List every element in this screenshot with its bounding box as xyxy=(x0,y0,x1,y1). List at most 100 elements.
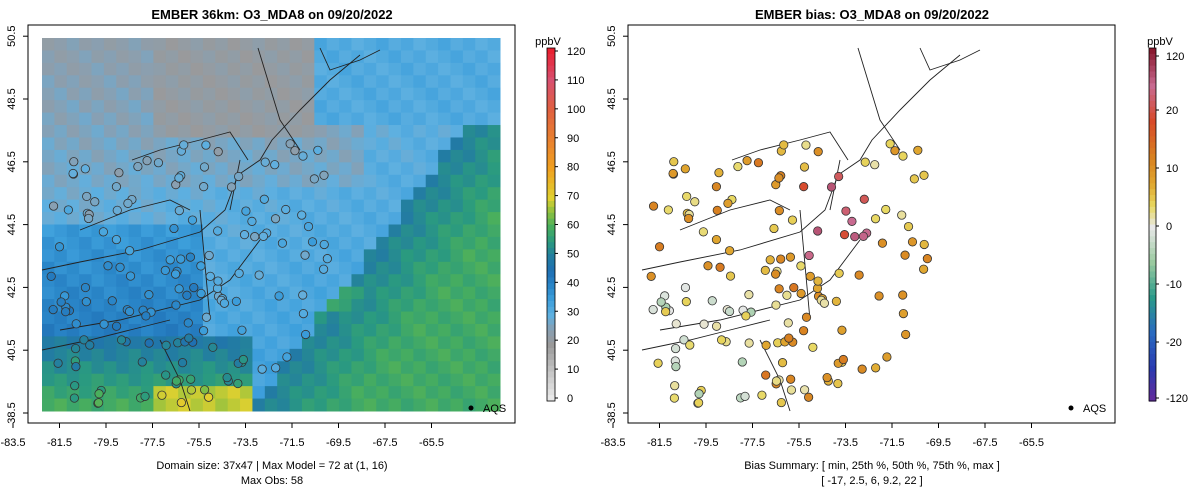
station-marker xyxy=(822,372,832,383)
heatmap-cell xyxy=(66,50,80,64)
heatmap-cell xyxy=(42,323,55,337)
heatmap-cell xyxy=(314,125,328,138)
heatmap-cell xyxy=(264,398,278,412)
heatmap-cell xyxy=(240,249,253,263)
station-marker xyxy=(219,298,230,308)
colorbar-segment xyxy=(547,218,555,226)
colorbar-tick-label: 10 xyxy=(1166,163,1178,175)
station-marker xyxy=(741,311,751,321)
station-marker xyxy=(913,145,923,155)
heatmap-cell xyxy=(351,62,365,76)
heatmap-cell xyxy=(351,323,365,337)
heatmap-cell xyxy=(289,299,303,313)
right-map-stations xyxy=(641,47,981,412)
colorbar-tick-label: 100 xyxy=(567,104,585,116)
heatmap-cell xyxy=(202,149,216,163)
heatmap-cell xyxy=(363,112,377,126)
heatmap-cell xyxy=(252,398,266,412)
heatmap-cell xyxy=(277,224,291,238)
heatmap-cell xyxy=(339,137,352,151)
station-marker xyxy=(787,215,798,225)
heatmap-cell xyxy=(314,348,328,362)
station-marker xyxy=(725,246,735,256)
heatmap-cell xyxy=(326,149,340,163)
station-marker xyxy=(157,390,167,400)
station-marker xyxy=(668,168,678,179)
heatmap-cell xyxy=(314,299,328,313)
station-marker xyxy=(186,374,196,384)
heatmap-cell xyxy=(363,249,377,263)
station-marker xyxy=(301,329,311,340)
heatmap-cell xyxy=(66,236,80,250)
colorbar-tick-label: 10 xyxy=(567,364,579,376)
heatmap-cell xyxy=(450,212,464,225)
heatmap-cell xyxy=(153,311,167,325)
x-tick-label: -71.5 xyxy=(279,437,304,449)
station-marker xyxy=(648,201,659,211)
heatmap-cell xyxy=(388,174,402,188)
station-marker xyxy=(84,213,94,224)
heatmap-cell xyxy=(54,187,68,201)
colorbar-segment xyxy=(547,324,555,331)
heatmap-cell xyxy=(462,50,476,64)
station-marker xyxy=(271,363,281,373)
heatmap-cell xyxy=(339,224,352,238)
station-marker xyxy=(274,291,284,301)
heatmap-cell xyxy=(128,348,142,362)
heatmap-cell xyxy=(116,348,130,362)
station-marker xyxy=(671,361,681,372)
heatmap-cell xyxy=(376,249,390,263)
heatmap-cell xyxy=(141,174,154,188)
heatmap-cell xyxy=(425,149,439,163)
heatmap-cell xyxy=(202,224,216,238)
heatmap-cell xyxy=(116,50,130,64)
heatmap-cell xyxy=(103,137,117,151)
heatmap-cell xyxy=(475,100,489,114)
heatmap-cell xyxy=(116,112,130,126)
heatmap-cell xyxy=(400,174,414,188)
heatmap-cell xyxy=(42,386,55,400)
heatmap-cell xyxy=(277,162,291,176)
heatmap-cell xyxy=(91,149,105,163)
heatmap-cell xyxy=(227,323,241,337)
heatmap-cell xyxy=(363,187,377,201)
heatmap-cell xyxy=(376,361,390,375)
colorbar-segment xyxy=(1149,383,1156,390)
heatmap-cell xyxy=(487,162,501,176)
heatmap-cell xyxy=(425,299,439,313)
colorbar-tick-label: 80 xyxy=(567,162,579,174)
heatmap-cell xyxy=(326,386,340,400)
station-marker xyxy=(233,378,243,389)
station-marker xyxy=(799,162,810,172)
heatmap-cell xyxy=(202,373,216,387)
heatmap-cell xyxy=(326,199,340,213)
heatmap-cell xyxy=(128,373,142,387)
colorbar-segment xyxy=(547,148,555,155)
heatmap-cell xyxy=(413,311,427,325)
heatmap-cell xyxy=(289,261,303,275)
heatmap-cell xyxy=(363,199,377,213)
station-marker xyxy=(703,261,713,271)
heatmap-cell xyxy=(153,286,167,300)
heatmap-cell xyxy=(388,224,402,238)
station-marker xyxy=(898,308,909,319)
heatmap-cell xyxy=(103,386,117,400)
heatmap-cell xyxy=(326,162,340,176)
heatmap-cell xyxy=(277,398,291,412)
station-marker xyxy=(798,326,809,336)
station-marker xyxy=(882,352,892,362)
station-marker xyxy=(153,158,164,168)
heatmap-cell xyxy=(215,38,229,51)
heatmap-cell xyxy=(413,100,427,114)
heatmap-cell xyxy=(128,323,142,337)
heatmap-cell xyxy=(289,361,303,375)
heatmap-cell xyxy=(487,398,501,412)
station-marker xyxy=(169,223,179,234)
colorbar-segment xyxy=(1149,289,1156,296)
station-marker xyxy=(171,300,181,310)
heatmap-cell xyxy=(79,62,93,76)
heatmap-cell xyxy=(413,38,427,51)
heatmap-cell xyxy=(264,38,278,51)
heatmap-cell xyxy=(462,249,476,263)
